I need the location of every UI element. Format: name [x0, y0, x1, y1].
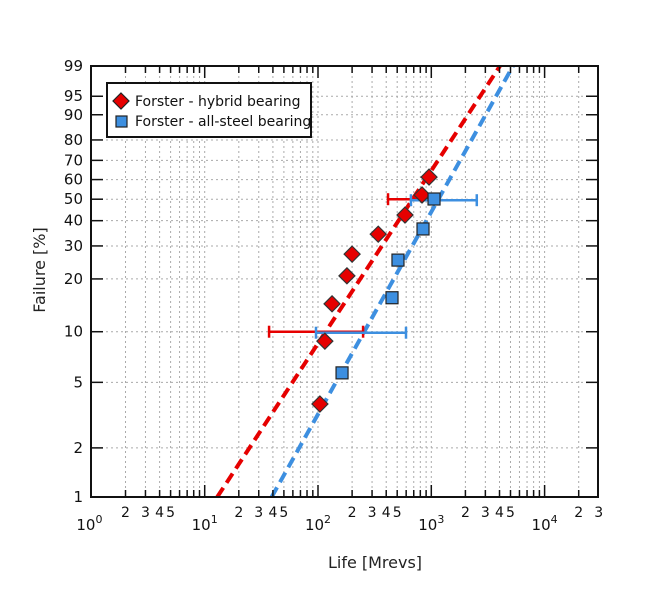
y-tick-label: 70 [64, 151, 83, 169]
x-minor-tick-label: 2 [574, 505, 583, 521]
x-minor-tick-label: 3 [481, 505, 490, 521]
y-tick-label: 20 [64, 270, 83, 288]
x-minor-tick-label: 2 [461, 505, 470, 521]
grid [91, 66, 598, 497]
x-minor-tick-label: 4 [155, 505, 164, 521]
x-minor-tick-label: 2 [348, 505, 357, 521]
hybrid-data-point [316, 332, 334, 351]
x-tick-label: 103 [418, 513, 444, 534]
legend-label-hybrid: Forster - hybrid bearing [135, 94, 301, 110]
hybrid-data-point [311, 395, 329, 413]
x-minor-tick-label: 5 [279, 505, 288, 521]
plot-frame [90, 65, 599, 498]
y-tick-label: 30 [64, 237, 83, 255]
hybrid-data-point [323, 294, 341, 313]
legend-diamond-icon [112, 92, 130, 110]
hybrid-data-point [369, 225, 388, 244]
x-minor-tick-label: 5 [393, 505, 402, 521]
y-tick-label: 2 [73, 439, 83, 457]
legend-box [106, 82, 312, 138]
data-points [311, 168, 441, 413]
y-tick-label: 95 [64, 87, 83, 105]
hybrid-fit-line [215, 64, 502, 499]
x-minor-tick-label: 3 [141, 505, 150, 521]
x-tick-label: 104 [532, 513, 558, 534]
y-tick-label: 50 [64, 190, 83, 208]
y-tick-label: 1 [73, 488, 83, 506]
x-minor-tick-label: 3 [594, 505, 603, 521]
y-tick-label: 99 [64, 57, 83, 75]
legend-square-icon [115, 115, 128, 128]
y-tick-label: 90 [64, 106, 83, 124]
x-tick-label: 102 [305, 513, 331, 534]
hybrid-data-point [413, 186, 431, 204]
hybrid-data-point [343, 245, 361, 263]
fit-lines [215, 64, 515, 499]
x-axis-label: Life [Mrevs] [328, 553, 422, 572]
y-axis-label: Failure [%] [30, 227, 49, 312]
x-tick-label: 101 [192, 513, 218, 534]
steel-fit-line [269, 65, 515, 498]
y-tick-label: 40 [64, 212, 83, 230]
x-tick-label: 100 [76, 513, 102, 534]
x-minor-tick-label: 5 [166, 505, 175, 521]
y-tick-label: 60 [64, 171, 83, 189]
y-tick-label: 80 [64, 131, 83, 149]
hybrid-data-point [396, 206, 414, 224]
x-minor-tick-label: 2 [234, 505, 243, 521]
x-minor-tick-label: 2 [121, 505, 130, 521]
y-tick-label: 5 [73, 373, 83, 391]
x-minor-tick-label: 4 [382, 505, 391, 521]
x-minor-tick-label: 5 [506, 505, 515, 521]
legend: Forster - hybrid bearing Forster - all-s… [106, 82, 312, 138]
y-tick-label: 10 [64, 323, 83, 341]
steel-data-point [391, 253, 405, 267]
hybrid-data-point [420, 168, 438, 186]
steel-data-point [416, 222, 430, 236]
x-minor-tick-label: 3 [254, 505, 263, 521]
steel-data-point [385, 291, 399, 305]
x-minor-tick-label: 3 [368, 505, 377, 521]
x-minor-tick-label: 4 [268, 505, 277, 521]
legend-label-steel: Forster - all-steel bearing [135, 114, 311, 130]
steel-data-point [427, 192, 441, 206]
steel-data-point [335, 366, 349, 380]
x-minor-tick-label: 4 [495, 505, 504, 521]
hybrid-data-point [338, 266, 356, 285]
